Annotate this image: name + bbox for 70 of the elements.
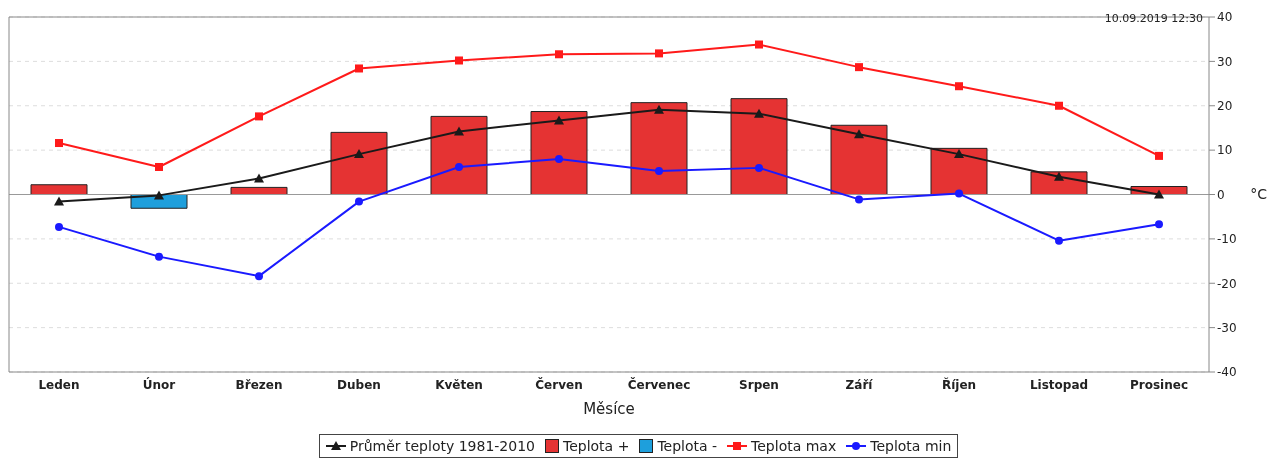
point (154, 190, 164, 200)
point (755, 40, 763, 49)
bar (30, 184, 88, 195)
point (355, 197, 363, 206)
annotation: 10.09.2019 12:30 (1104, 12, 1203, 25)
point (55, 139, 63, 148)
point (155, 252, 163, 261)
point (854, 129, 864, 139)
x-tick-label: Březen (235, 377, 283, 392)
point (1054, 171, 1064, 181)
bar (330, 131, 388, 195)
point (855, 63, 863, 72)
bar (930, 147, 988, 195)
point (954, 149, 964, 159)
y-tick-label: -30 (1217, 320, 1237, 335)
point (554, 115, 564, 125)
x-tick-label: Říjen (941, 376, 977, 392)
point (1155, 151, 1163, 160)
point (755, 163, 763, 172)
y-tick-label: 20 (1217, 99, 1233, 114)
point (255, 272, 263, 281)
x-tick-label: Listopad (1029, 377, 1089, 392)
point (555, 155, 563, 163)
legend-label: Teplota max (751, 438, 837, 454)
bar (530, 111, 588, 195)
x-tick-label: Prosinec (1129, 377, 1189, 392)
y-tick-label: 30 (1217, 54, 1233, 69)
x-tick-label: Únor (142, 376, 176, 392)
point (1055, 236, 1063, 245)
bar (430, 115, 488, 195)
point (354, 149, 364, 159)
legend-label: Průměr teploty 1981-2010 (349, 438, 535, 454)
x-tick-label: Září (845, 377, 874, 392)
legend-label: Teplota - (657, 438, 718, 454)
point (1154, 189, 1164, 199)
y-tick-label: 0 (1217, 187, 1225, 202)
legend-label: Teplota + (562, 438, 630, 454)
point (455, 162, 463, 171)
x-tick-label: Leden (38, 377, 80, 392)
point (955, 82, 963, 91)
point (754, 108, 764, 118)
legend-label: Teplota min (870, 438, 952, 454)
x-tick-label: Duben (337, 377, 381, 392)
point (355, 64, 363, 73)
point (155, 162, 163, 171)
bar (830, 124, 888, 195)
x-tick-label: Srpen (739, 377, 779, 392)
y-tick-label: -10 (1217, 232, 1237, 247)
x-axis-title: Měsíce (583, 400, 635, 418)
x-tick-label: Červen (535, 376, 583, 392)
point (54, 196, 64, 206)
y-axis-title: °C (1250, 186, 1268, 203)
point (655, 49, 663, 58)
y-tick-label: -20 (1217, 276, 1237, 291)
point (254, 173, 264, 183)
point (1055, 101, 1063, 110)
y-tick-label: 40 (1217, 10, 1233, 25)
point (855, 195, 863, 204)
point (255, 112, 263, 121)
point (955, 189, 963, 198)
x-tick-label: Květen (435, 377, 483, 392)
point (654, 104, 664, 114)
y-tick-label: -40 (1217, 365, 1237, 380)
point (55, 222, 63, 231)
point (455, 56, 463, 65)
point (1155, 220, 1163, 229)
y-tick-label: 10 (1217, 143, 1233, 158)
point (655, 166, 663, 175)
x-tick-label: Červenec (627, 376, 691, 392)
point (555, 50, 563, 59)
